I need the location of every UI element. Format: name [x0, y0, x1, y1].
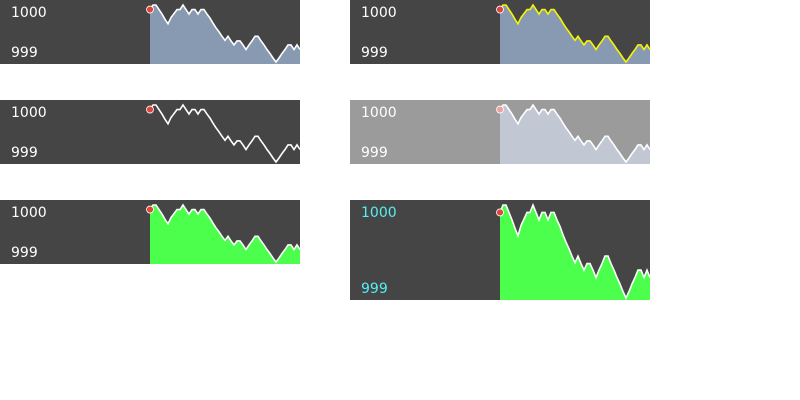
series-area	[500, 5, 650, 64]
min-label: 999	[11, 145, 38, 161]
sparkline-plot	[146, 103, 301, 164]
series-area	[500, 205, 650, 300]
series-line	[499, 103, 651, 164]
chart-panel-6: 1000 999	[350, 200, 651, 300]
chart-panel-5: 1000 999	[0, 200, 301, 264]
series-line	[499, 202, 651, 300]
series-area	[150, 5, 300, 64]
max-label: 1000	[11, 205, 47, 221]
start-marker	[146, 5, 154, 14]
max-label: 1000	[361, 105, 397, 121]
max-label: 1000	[361, 5, 397, 21]
start-marker	[496, 208, 504, 217]
max-label: 1000	[361, 205, 397, 221]
chart-panel-1: 1000 999	[0, 0, 301, 64]
chart-panel-2: 1000 999	[350, 0, 651, 64]
max-label: 1000	[11, 105, 47, 121]
start-marker	[496, 5, 504, 14]
sparkline-plot	[496, 103, 651, 164]
sparkline-plot	[146, 3, 301, 64]
min-label: 999	[361, 145, 388, 161]
min-label: 999	[11, 245, 38, 261]
chart-panel-4: 1000 999	[350, 100, 651, 164]
max-label: 1000	[11, 5, 47, 21]
chart-panel-3: 1000 999	[0, 100, 301, 164]
sparkline-plot	[146, 203, 301, 264]
start-marker	[496, 105, 504, 114]
series-line	[149, 203, 301, 264]
min-label: 999	[361, 281, 388, 297]
series-area	[150, 205, 300, 264]
series-line	[149, 103, 301, 164]
start-marker	[146, 205, 154, 214]
start-marker	[146, 105, 154, 114]
series-area	[500, 105, 650, 164]
series-line	[499, 3, 651, 64]
min-label: 999	[11, 45, 38, 61]
series-line	[149, 3, 301, 64]
sparkline-plot	[496, 3, 651, 64]
min-label: 999	[361, 45, 388, 61]
sparkline-plot	[496, 202, 651, 300]
